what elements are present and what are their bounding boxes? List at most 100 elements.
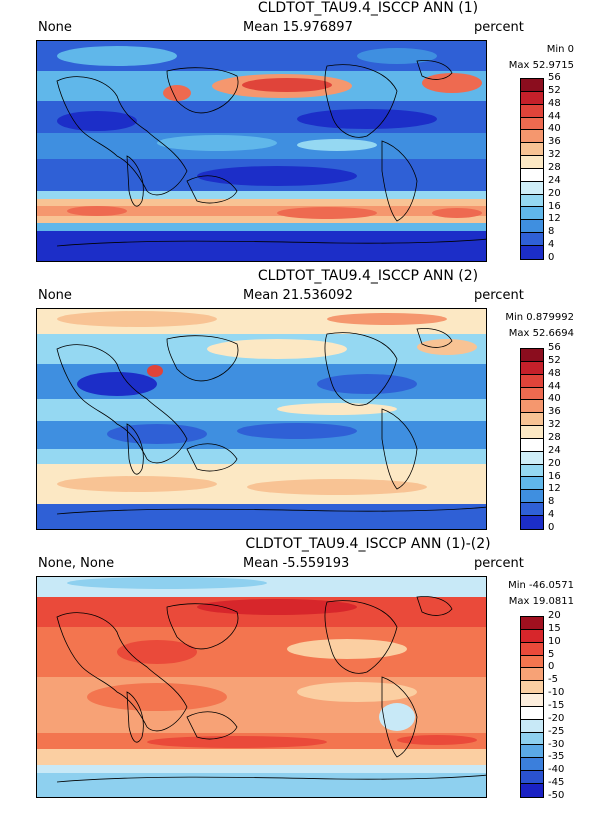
colorbar-tick-label: -40 [548,764,565,776]
min-label: Min 0 [546,44,574,55]
colorbar-tick-label: -10 [548,687,565,699]
colorbar-segment [521,349,543,362]
colorbar-segment [521,207,543,221]
colorbar-segment [521,438,543,452]
colorbar-segment [521,79,543,92]
map-field-3 [37,577,486,797]
min-label: Min 0.879992 [505,312,574,323]
colorbar-tick-label: 28 [548,162,561,173]
colorbar-tick-label: -5 [548,674,558,686]
colorbar-segment [521,181,543,195]
colorbar-tick-label: 12 [548,483,561,495]
colorbar [520,78,544,260]
colorbar-segment [521,426,543,439]
colorbar-segment [521,771,543,784]
map-2 [36,308,487,530]
colorbar-tick-label: 28 [548,432,561,443]
panel-title: CLDTOT_TAU9.4_ISCCP ANN (1)-(2) [245,536,491,552]
colorbar-tick-label: 48 [548,97,561,109]
colorbar-segment [521,668,543,682]
colorbar-segment [521,143,543,157]
mean-label: Mean 15.976897 [243,20,353,35]
panel-2: CLDTOT_TAU9.4_ISCCP ANN (2) None Mean 21… [0,268,606,538]
colorbar-segment [521,745,543,759]
max-label: Max 52.9715 [508,60,574,71]
colorbar-tick-label: -25 [548,725,565,737]
colorbar-segment [521,361,543,375]
colorbar-segment [521,387,543,401]
colorbar-segment [521,732,543,746]
colorbar-segment [521,194,543,208]
colorbar-tick-label: 4 [548,239,555,251]
colorbar-segment [521,220,543,234]
colorbar-segment [521,719,543,733]
colorbar-tick-label: 5 [548,648,555,660]
colorbar-segment [521,758,543,772]
colorbar-segment [521,451,543,465]
colorbar-tick-label: -15 [548,700,565,711]
panel-title: CLDTOT_TAU9.4_ISCCP ANN (1) [257,0,479,16]
colorbar [520,616,544,798]
colorbar-tick-label: 4 [548,509,555,521]
mean-label: Mean -5.559193 [243,556,350,571]
colorbar-segment [521,104,543,118]
units-label: percent [474,20,524,35]
colorbar-segment [521,490,543,504]
colorbar-segment [521,156,543,169]
colorbar-tick-label: 56 [548,342,561,353]
colorbar-tick-label: 32 [548,419,561,431]
colorbar-segment [521,117,543,131]
units-label: percent [474,288,524,303]
colorbar-segment [521,655,543,669]
colorbar-tick-label: 24 [548,174,561,186]
colorbar-tick-label: 44 [548,110,561,122]
max-label: Max 52.6694 [508,328,574,339]
colorbar-segment [521,233,543,246]
colorbar-tick-label: 52 [548,354,561,366]
colorbar-tick-label: 8 [548,226,555,238]
panel-title: CLDTOT_TAU9.4_ISCCP ANN (2) [257,268,479,284]
colorbar-segment [521,515,543,529]
colorbar [520,348,544,530]
colorbar-tick-label: 20 [548,610,561,621]
colorbar-tick-label: 0 [548,252,555,263]
colorbar-tick-label: 12 [548,213,561,225]
colorbar-tick-label: -45 [548,777,565,789]
left-label: None, None [38,556,115,571]
colorbar-segment [521,245,543,259]
colorbar-tick-label: 48 [548,367,561,379]
colorbar-tick-label: 32 [548,149,561,161]
colorbar-segment [521,706,543,720]
colorbar-tick-label: 20 [548,457,561,469]
colorbar-tick-label: 0 [548,661,555,673]
colorbar-tick-label: 44 [548,380,561,392]
colorbar-segment [521,400,543,414]
left-label: None [38,20,72,35]
colorbar-tick-label: 16 [548,470,561,482]
map-field-2 [37,309,486,529]
colorbar-segment [521,681,543,695]
colorbar-tick-label: 16 [548,200,561,212]
colorbar-tick-label: 56 [548,72,561,83]
max-label: Max 19.0811 [508,596,574,607]
colorbar-segment [521,783,543,797]
mean-label: Mean 21.536092 [243,288,353,303]
colorbar-segment [521,477,543,491]
colorbar-segment [521,617,543,630]
colorbar-tick-label: 20 [548,187,561,199]
colorbar-tick-label: 36 [548,406,561,418]
map-3 [36,576,487,798]
min-max: Min 0.879992 Max 52.6694 [490,310,574,342]
colorbar-tick-label: 36 [548,136,561,148]
colorbar-segment [521,694,543,707]
colorbar-tick-label: -35 [548,751,565,763]
panel-1: CLDTOT_TAU9.4_ISCCP ANN (1) None Mean 15… [0,0,606,270]
colorbar-tick-label: 8 [548,496,555,508]
colorbar-tick-label: 52 [548,84,561,96]
map-field-1 [37,41,486,261]
colorbar-tick-label: 10 [548,635,561,647]
colorbar-segment [521,642,543,656]
left-label: None [38,288,72,303]
colorbar-segment [521,629,543,643]
colorbar-tick-label: -20 [548,712,565,724]
